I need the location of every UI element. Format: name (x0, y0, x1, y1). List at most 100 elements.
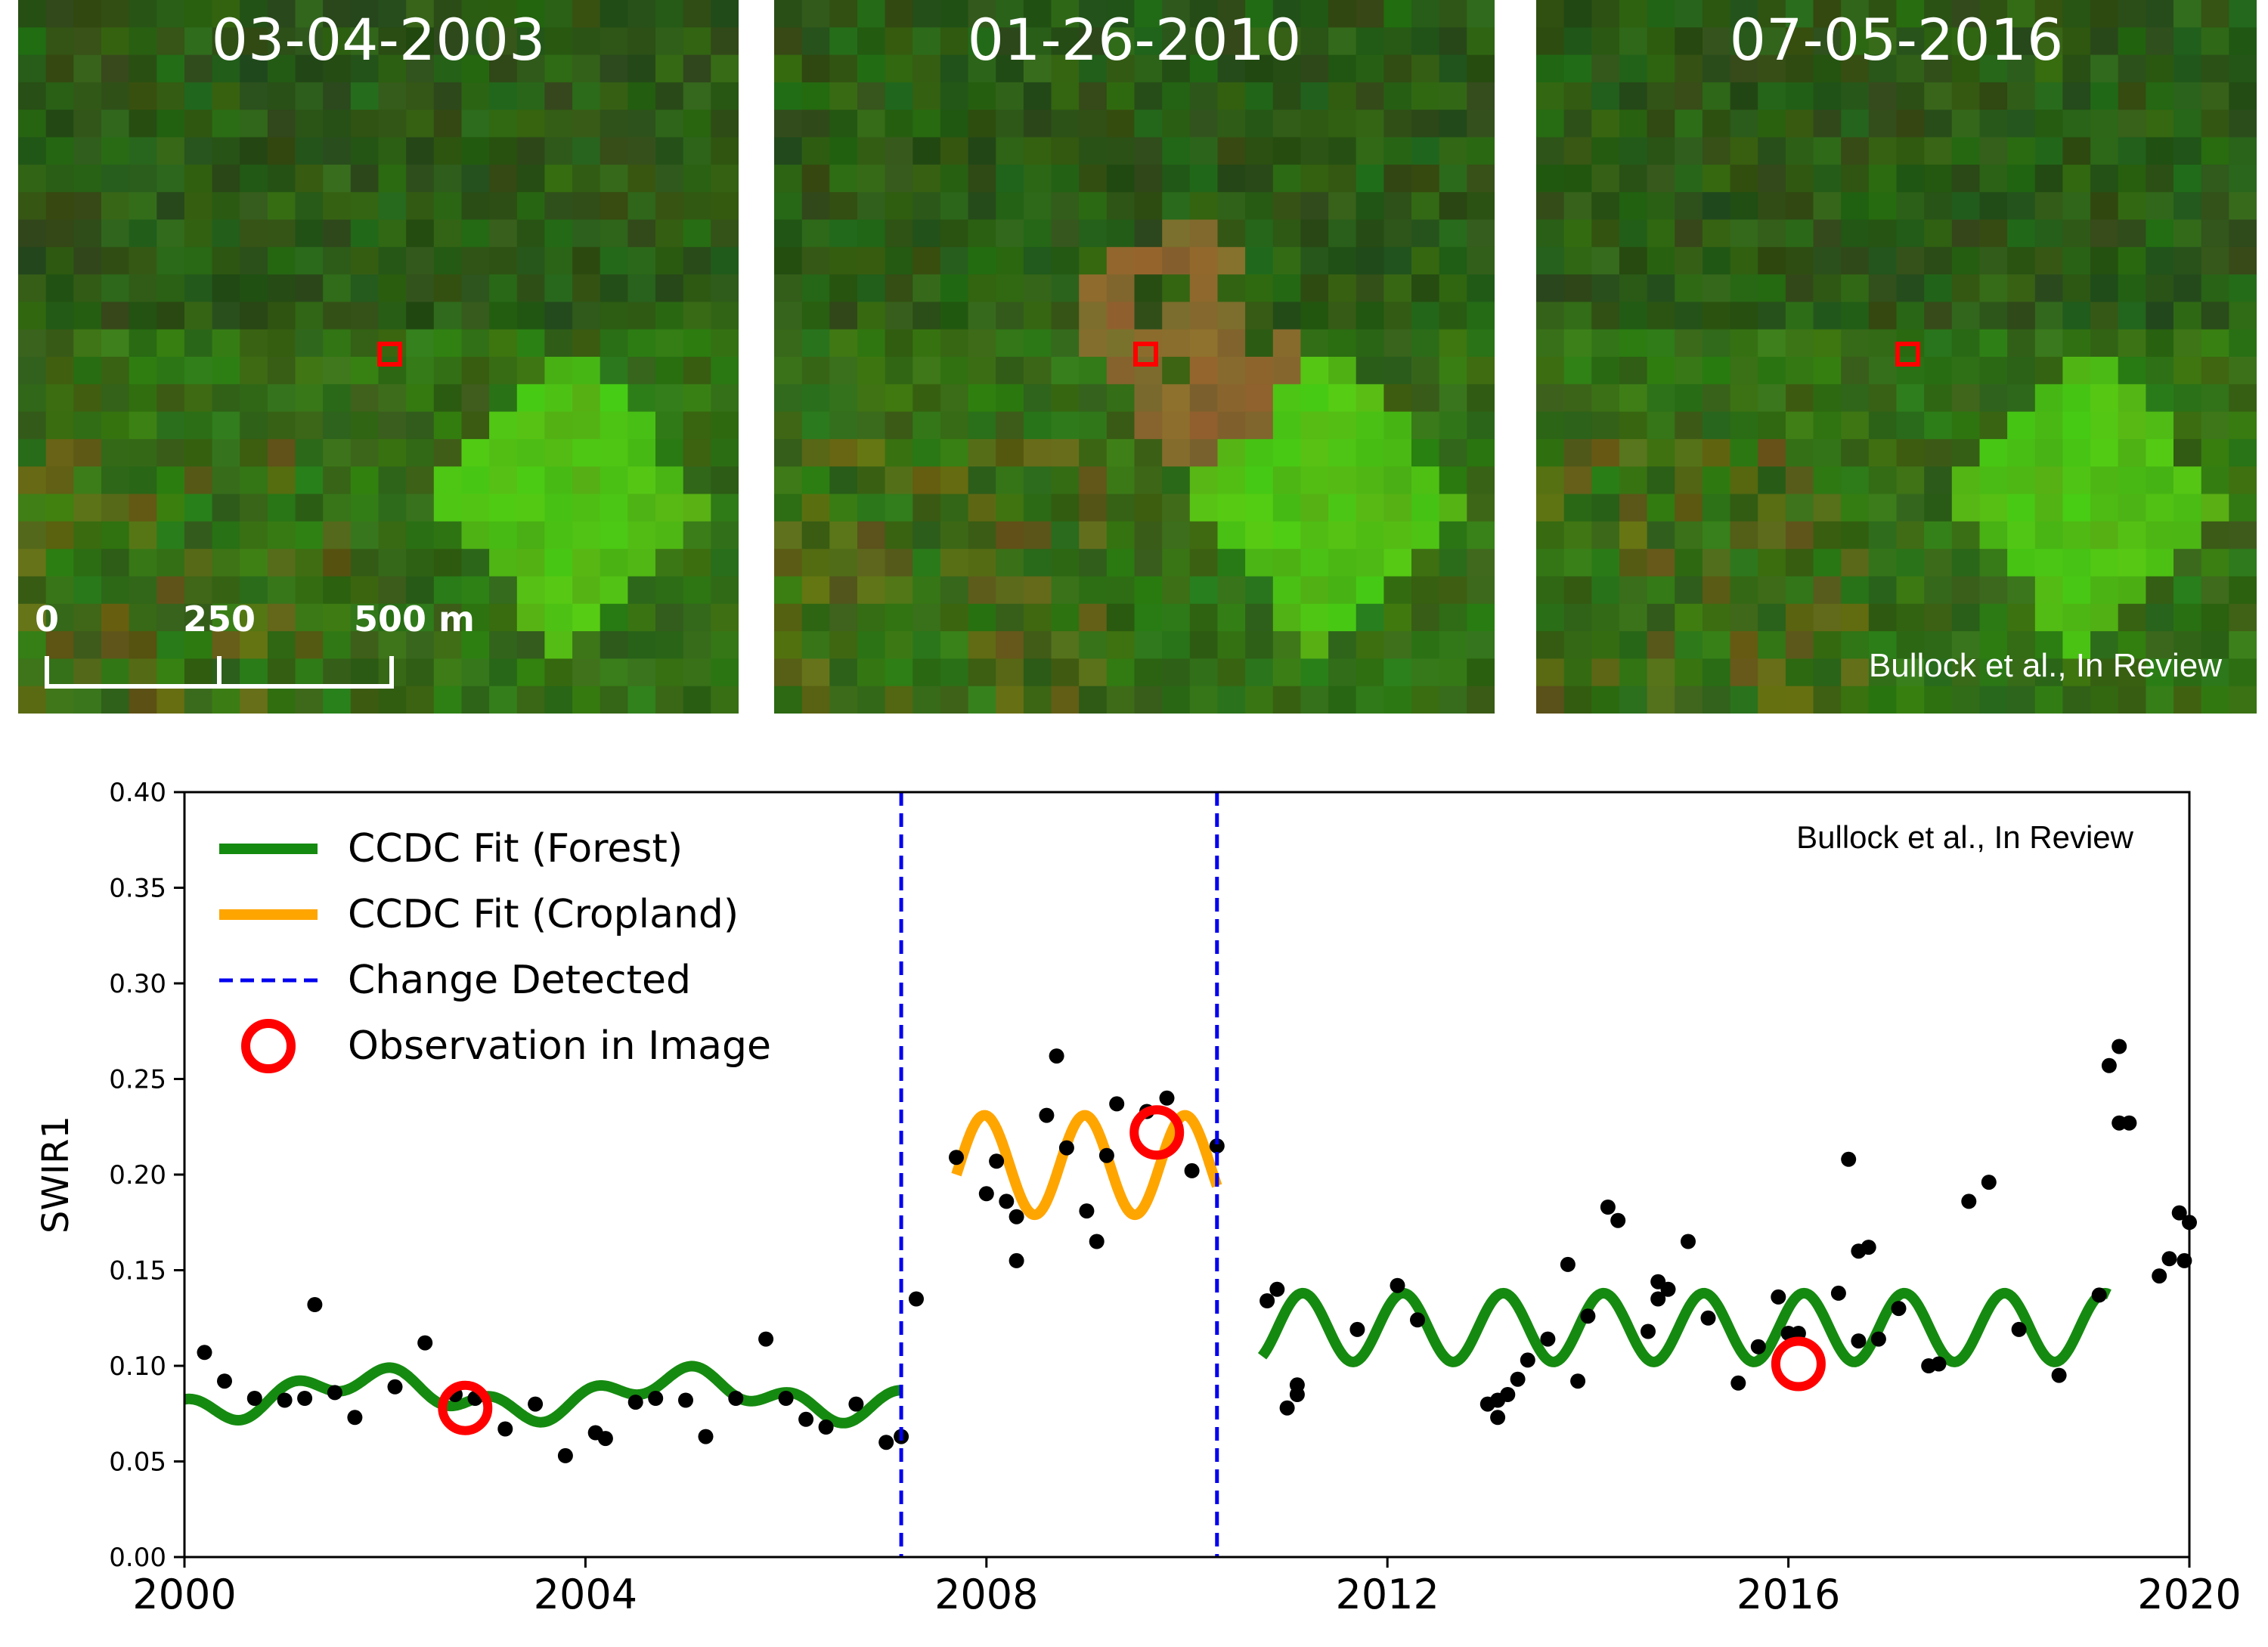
image-pixel (1730, 192, 1759, 221)
image-pixel (600, 411, 629, 440)
image-pixel (73, 603, 102, 633)
image-pixel (489, 0, 518, 29)
image-pixel (1758, 438, 1786, 468)
image-pixel (996, 219, 1024, 248)
image-pixel (489, 576, 518, 605)
image-pixel (295, 384, 324, 413)
image-pixel (240, 302, 268, 330)
image-pixel (101, 658, 130, 687)
image-pixel (2007, 274, 2036, 303)
image-pixel (1300, 686, 1330, 714)
image-pixel (2062, 329, 2092, 358)
image-pixel (350, 521, 380, 550)
image-pixel (1439, 274, 1468, 303)
image-pixel (1162, 384, 1191, 413)
image-pixel (73, 631, 102, 660)
image-pixel (2034, 274, 2064, 303)
image-pixel (1217, 603, 1247, 633)
image-pixel (1411, 274, 1440, 303)
image-pixel (627, 549, 657, 577)
image-pixel (45, 549, 75, 577)
image-pixel (655, 27, 684, 56)
image-pixel (1563, 411, 1593, 440)
image-pixel (1563, 27, 1593, 56)
image-pixel (1051, 302, 1080, 330)
image-pixel (240, 219, 268, 248)
image-pixel (1896, 110, 1926, 138)
image-pixel (156, 658, 185, 687)
image-pixel (378, 192, 407, 221)
image-pixel (1272, 357, 1302, 385)
image-pixel (627, 494, 657, 522)
image-pixel (1536, 384, 1565, 413)
image-pixel (572, 411, 601, 440)
image-pixel (2062, 110, 2092, 138)
image-pixel (323, 164, 352, 193)
image-pixel (1730, 438, 1759, 468)
image-pixel (1647, 137, 1676, 166)
image-pixel (433, 438, 463, 468)
image-pixel (1467, 27, 1495, 56)
image-pixel (212, 521, 241, 550)
image-pixel (516, 219, 546, 248)
image-pixel (1189, 110, 1219, 138)
image-pixel (18, 631, 47, 660)
image-pixel (1217, 192, 1247, 221)
image-pixel (18, 137, 47, 166)
scale-label-0: 0 (35, 599, 60, 639)
image-pixel (1813, 329, 1842, 358)
image-pixel (683, 658, 712, 687)
image-pixel (1439, 658, 1468, 687)
image-pixel (461, 631, 491, 660)
image-pixel (461, 246, 491, 276)
image-pixel (2229, 274, 2257, 303)
image-pixel (1841, 357, 1870, 385)
image-pixel (655, 82, 684, 111)
image-pixel (1979, 438, 2009, 468)
image-pixel (627, 219, 657, 248)
image-pixel (544, 384, 574, 413)
image-pixel (240, 54, 268, 83)
image-pixel (2146, 164, 2175, 193)
image-pixel (1023, 521, 1052, 550)
image-pixel (1619, 54, 1648, 83)
image-pixel (1868, 686, 1898, 714)
image-pixel (1675, 54, 1703, 83)
image-pixel (129, 549, 158, 577)
image-pixel (1563, 603, 1593, 633)
image-pixel (774, 631, 803, 660)
image-pixel (1079, 686, 1108, 714)
image-pixel (101, 603, 130, 633)
image-pixel (45, 0, 75, 29)
image-pixel (600, 27, 629, 56)
image-pixel (1023, 494, 1052, 522)
image-pixel (184, 0, 213, 29)
image-pixel (774, 603, 803, 633)
image-pixel (1924, 164, 1953, 193)
image-pixel (2090, 137, 2119, 166)
image-pixel (627, 329, 657, 358)
image-pixel (184, 137, 213, 166)
image-pixel (655, 549, 684, 577)
image-pixel (1467, 164, 1495, 193)
image-pixel (1162, 246, 1191, 276)
image-pixel (829, 603, 858, 633)
image-pixel (1272, 0, 1302, 29)
image-pixel (940, 192, 969, 221)
image-pixel (996, 576, 1024, 605)
image-pixel (129, 576, 158, 605)
image-pixel (857, 192, 886, 221)
image-pixel (45, 110, 75, 138)
image-pixel (1106, 110, 1136, 138)
image-pixel (101, 329, 130, 358)
image-pixel (1051, 576, 1080, 605)
image-pixel (1411, 686, 1440, 714)
image-pixel (1245, 494, 1274, 522)
y-tick-label: 0.05 (109, 1447, 166, 1478)
image-pixel (1272, 54, 1302, 83)
image-pixel (572, 384, 601, 413)
image-pixel (1924, 302, 1953, 330)
image-pixel (101, 110, 130, 138)
image-pixel (489, 82, 518, 111)
image-pixel (378, 576, 407, 605)
